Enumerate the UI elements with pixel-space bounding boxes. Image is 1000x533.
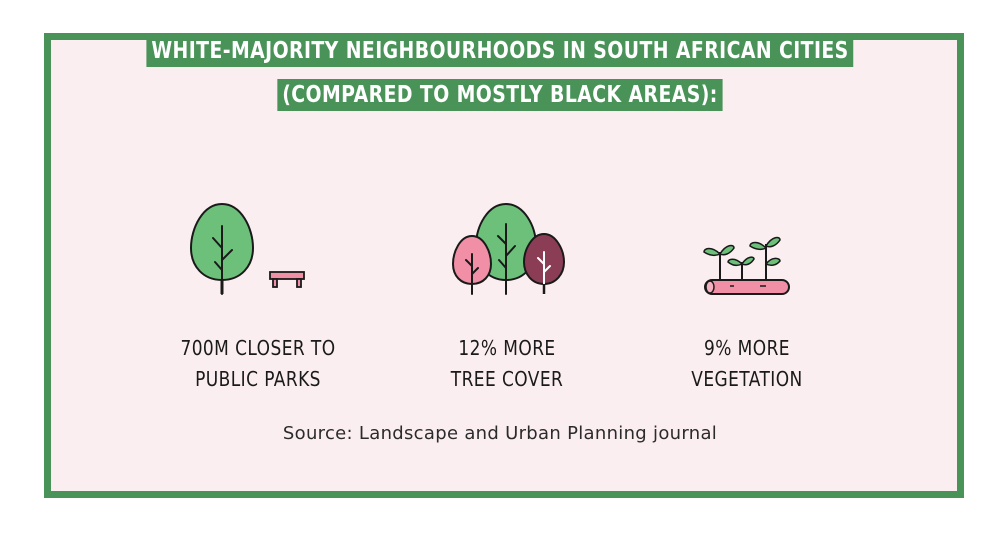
- three-trees-icon: [451, 202, 566, 295]
- tree-and-bench-icon: [189, 202, 305, 295]
- sprouts-on-log-icon: [703, 236, 790, 295]
- stat-tree-cover-line2: TREE COVER: [450, 367, 564, 391]
- stat-parks-line2: PUBLIC PARKS: [195, 367, 321, 391]
- source-citation: Source: Landscape and Urban Planning jou…: [282, 423, 718, 444]
- stat-parks: 700M CLOSER TO PUBLIC PARKS: [148, 333, 368, 395]
- stat-vegetation: 9% MORE VEGETATION: [637, 333, 857, 395]
- stat-tree-cover-line1: 12% MORE: [458, 336, 556, 360]
- stat-vegetation-line2: VEGETATION: [691, 367, 803, 391]
- title-line-1: WHITE-MAJORITY NEIGHBOURHOODS IN SOUTH A…: [146, 35, 854, 67]
- title-line-2: (COMPARED TO MOSTLY BLACK AREAS):: [277, 79, 723, 111]
- stat-vegetation-line1: 9% MORE: [704, 336, 790, 360]
- stat-tree-cover: 12% MORE TREE COVER: [397, 333, 617, 395]
- stat-parks-line1: 700M CLOSER TO: [180, 336, 336, 360]
